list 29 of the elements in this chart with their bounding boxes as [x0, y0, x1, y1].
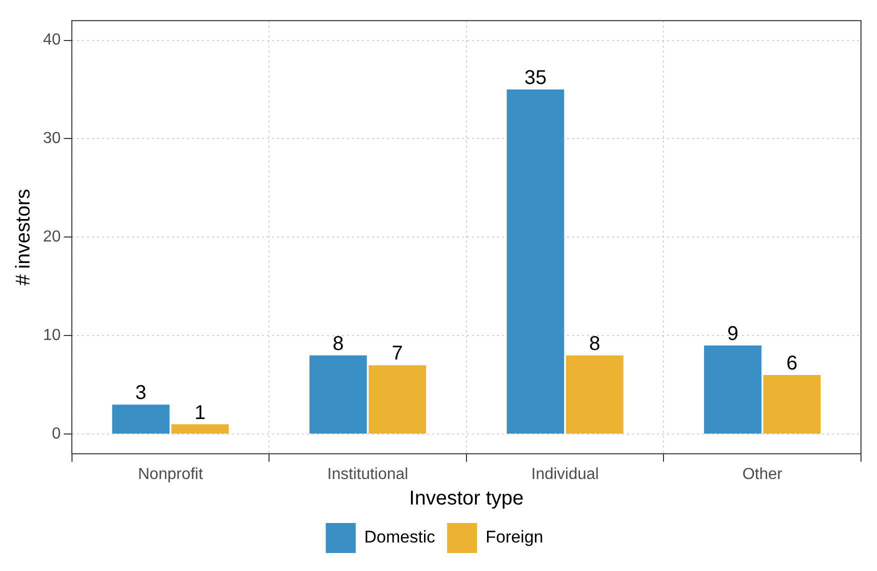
bar [112, 404, 170, 434]
y-tick-label: 20 [43, 228, 61, 246]
bar [309, 355, 367, 434]
y-tick-label: 0 [52, 426, 61, 443]
y-tick-label: 40 [43, 32, 61, 49]
data-label: 9 [727, 323, 738, 346]
bar [763, 375, 821, 434]
bar [171, 424, 229, 434]
x-tick-label: Other [742, 466, 784, 483]
x-tick-label: Institutional [327, 466, 408, 483]
bar [506, 90, 564, 434]
data-label: 3 [135, 382, 146, 404]
data-label: 1 [194, 402, 206, 424]
x-tick-label: Individual [531, 466, 599, 483]
legend-label: Foreign [486, 528, 544, 547]
data-label: 7 [392, 342, 403, 365]
bar [704, 346, 762, 434]
legend-label: Domestic [364, 528, 436, 547]
data-label: 8 [332, 332, 344, 355]
bar [368, 365, 426, 434]
y-tick-label: 30 [43, 130, 61, 148]
y-axis-title: # investors [12, 188, 35, 286]
y-tick-label: 10 [43, 327, 61, 344]
x-axis-title: Investor type [409, 488, 524, 510]
data-label: 6 [786, 352, 798, 375]
data-label: 35 [524, 67, 547, 90]
data-label: 8 [589, 332, 600, 355]
bar [566, 355, 624, 434]
x-tick-label: Nonprofit [138, 466, 204, 483]
